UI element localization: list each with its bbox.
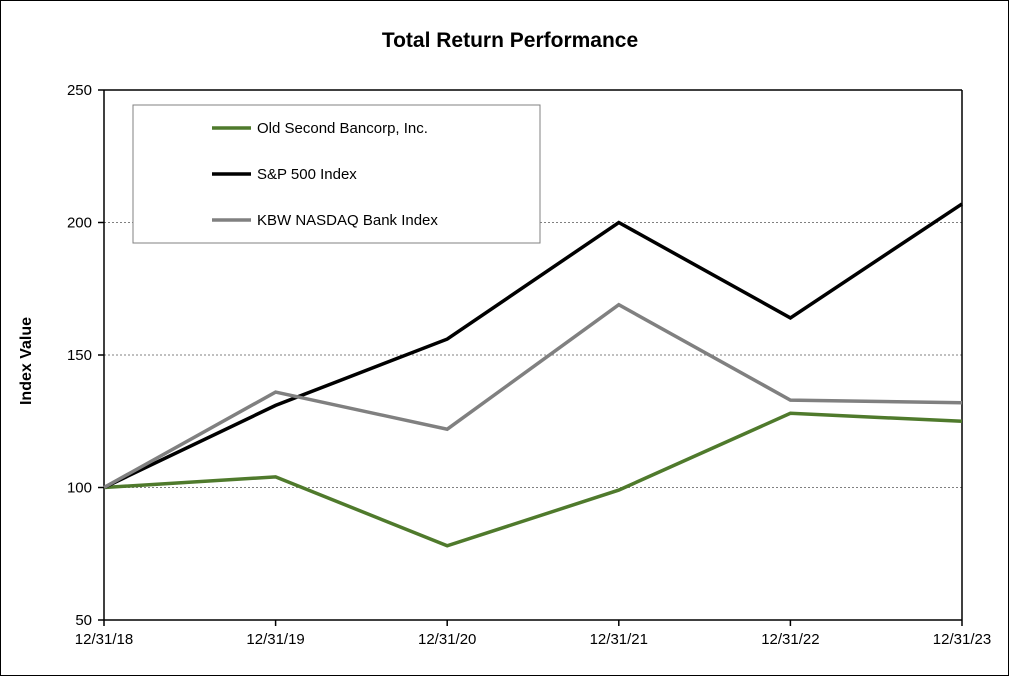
x-tick-label: 12/31/19: [246, 631, 304, 648]
y-tick-label: 150: [67, 347, 92, 364]
legend: Old Second Bancorp, Inc. S&P 500 Index KBW…: [132, 104, 541, 244]
x-tick-label: 12/31/21: [590, 631, 648, 648]
x-tick-label: 12/31/18: [75, 631, 133, 648]
series-line: [103, 411, 963, 548]
legend-entry-label: S&P 500 Index: [257, 166, 357, 183]
chart-title: Total Return Performance: [382, 29, 638, 52]
y-tick-label: 250: [67, 82, 92, 99]
legend-box: [132, 104, 541, 244]
series-line: [103, 302, 963, 490]
grid-lines: [104, 222, 962, 488]
series-lines: [103, 202, 963, 548]
x-tick-label: 12/31/23: [933, 631, 991, 648]
y-axis-label: Index Value: [18, 317, 35, 405]
y-tick-label: 200: [67, 215, 92, 232]
series-line: [103, 202, 963, 490]
axes: 50 100 150 200 250 12/31/18 12/31/19 12/31/20 12…: [67, 82, 991, 648]
x-tick-label: 12/31/22: [761, 631, 819, 648]
y-tick-label: 50: [75, 612, 92, 629]
legend-entry-label: KBW NASDAQ Bank Index: [257, 212, 438, 229]
legend-entry-label: Old Second Bancorp, Inc.: [257, 120, 428, 137]
x-tick-label: 12/31/20: [418, 631, 476, 648]
y-tick-label: 100: [67, 480, 92, 497]
